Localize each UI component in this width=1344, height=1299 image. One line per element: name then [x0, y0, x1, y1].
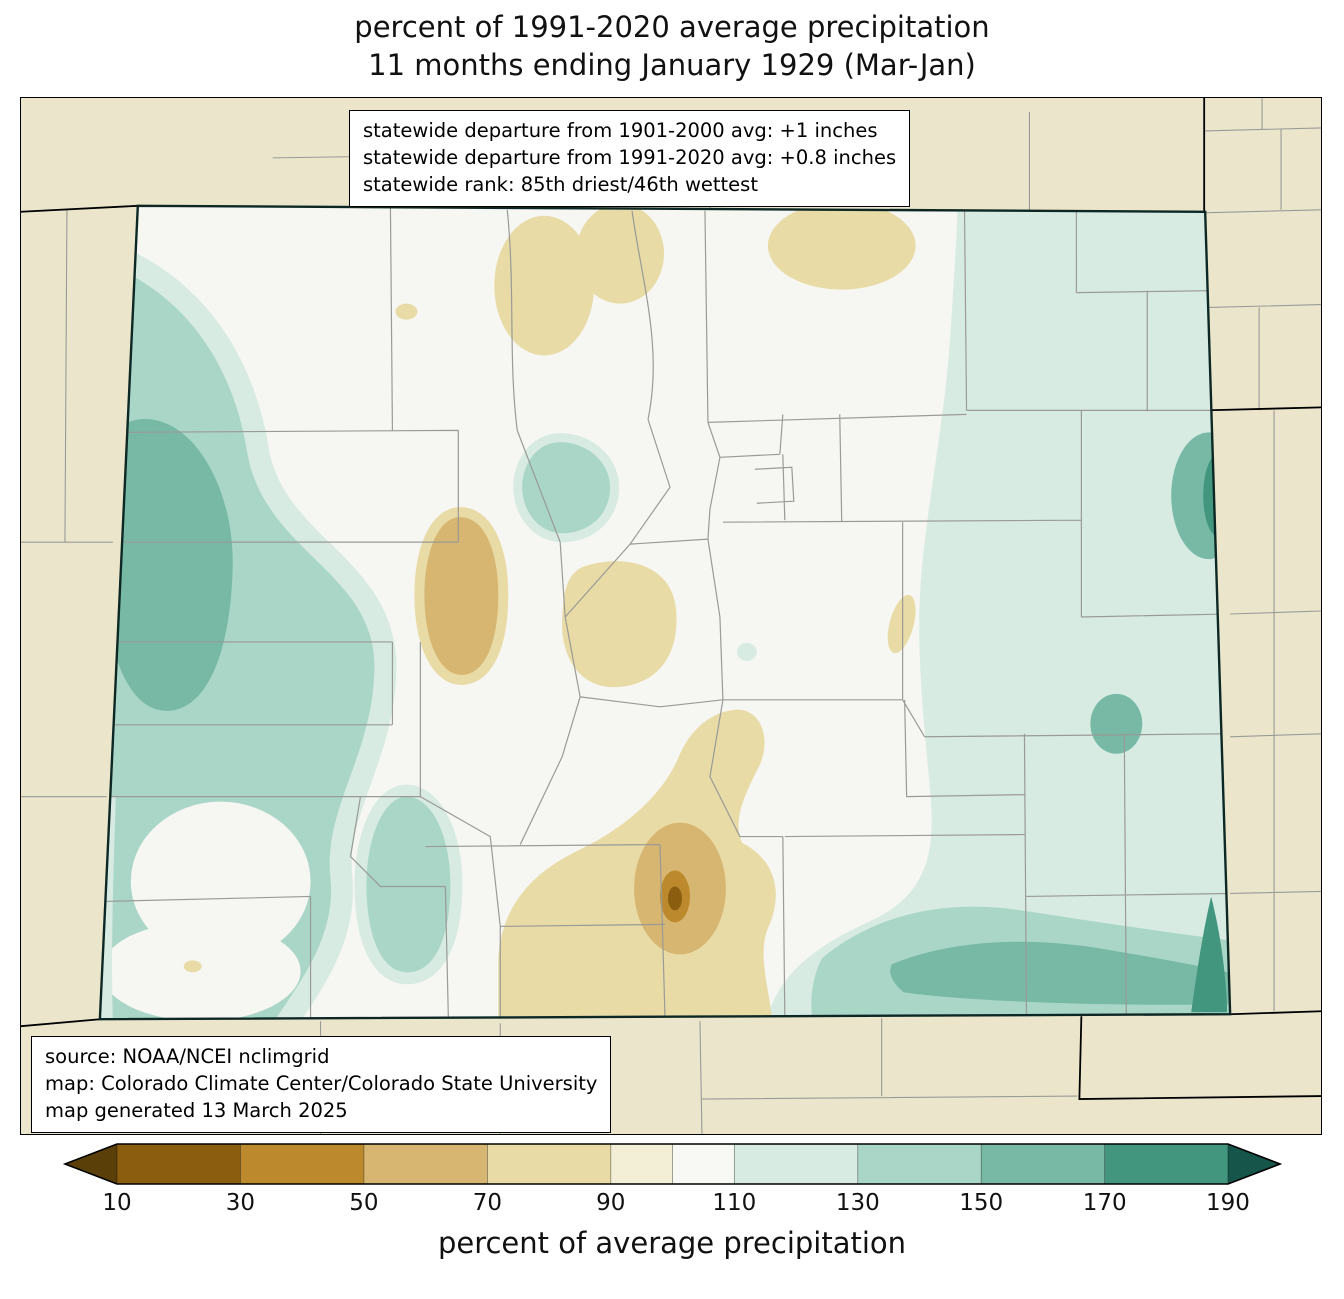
source-line-3: map generated 13 March 2025	[45, 1098, 348, 1122]
colorbar	[62, 1141, 1283, 1187]
east-teal-dot	[1090, 693, 1143, 754]
statewide-stats-box: statewide departure from 1901-2000 avg: …	[349, 110, 911, 207]
colorbar-axis-label: percent of average precipitation	[437, 1226, 907, 1260]
north-central-tan-blob	[494, 215, 595, 356]
southeast-corner-dark-strip	[1191, 896, 1228, 1013]
south-teal-band-core	[890, 941, 1229, 1005]
tick-label-190: 190	[1206, 1190, 1250, 1216]
colorbar-segment-90-100	[610, 1144, 673, 1184]
tick-label-10: 10	[102, 1190, 132, 1216]
colorado-state-border	[98, 204, 1232, 1021]
stats-line-3: statewide rank: 85th driest/46th wettest	[363, 172, 758, 196]
colorbar-ticks: 10 30 50 70 90 110 130 150 170 190	[62, 1190, 1282, 1220]
colorbar-segment-50-70	[363, 1144, 488, 1184]
colorbar-segment-170-190	[1104, 1144, 1229, 1184]
colorbar-segment-70-90	[487, 1144, 611, 1184]
central-west-tan-blob	[414, 507, 509, 685]
small-teal-dot	[736, 642, 757, 661]
tick-label-50: 50	[349, 1190, 379, 1216]
colorado-fill-regions	[99, 205, 1231, 1020]
small-tan-spot	[395, 303, 418, 320]
tick-label-150: 150	[959, 1190, 1004, 1216]
map-title: percent of 1991-2020 average precipitati…	[0, 8, 1344, 85]
east-teal-region	[767, 211, 1231, 1017]
stats-line-2: statewide departure from 1991-2020 avg: …	[363, 145, 897, 169]
southwest-tan-speck	[183, 960, 202, 973]
source-line-2: map: Colorado Climate Center/Colorado St…	[45, 1071, 598, 1095]
colorbar-segment-10-30	[117, 1144, 241, 1184]
source-attribution-box: source: NOAA/NCEI nclimgrid map: Colorad…	[31, 1036, 612, 1133]
southwest-white-area-2	[100, 921, 301, 1020]
colorbar-segment-30-50	[240, 1144, 364, 1184]
east-tan-sliver	[887, 594, 916, 654]
map-frame: statewide departure from 1901-2000 avg: …	[20, 97, 1322, 1135]
tick-label-170: 170	[1082, 1190, 1127, 1216]
tick-label-30: 30	[225, 1190, 255, 1216]
tick-label-110: 110	[712, 1190, 757, 1216]
northeast-top-tan-blob	[767, 205, 916, 290]
central-teal-blob	[513, 433, 620, 543]
tick-label-70: 70	[472, 1190, 503, 1216]
colorbar-svg	[62, 1143, 1283, 1185]
colorbar-outline	[62, 1143, 1283, 1185]
colorbar-segment-dividers	[116, 1144, 1229, 1184]
colorado-map-svg	[21, 98, 1321, 1134]
stats-line-1: statewide departure from 1901-2000 avg: …	[363, 119, 878, 142]
tick-label-130: 130	[835, 1190, 880, 1216]
colorbar-arrow-under	[65, 1144, 117, 1184]
southwest-white-area	[130, 801, 311, 962]
county-borders	[102, 207, 1229, 1018]
colorbar-segment-150-170	[981, 1144, 1105, 1184]
central-tan-blob	[562, 561, 677, 688]
colorbar-segment-100-110	[672, 1144, 735, 1184]
west-dark-teal-blob	[102, 419, 233, 711]
title-line-2: 11 months ending January 1929 (Mar-Jan)	[368, 48, 976, 83]
source-line-1: source: NOAA/NCEI nclimgrid	[45, 1045, 330, 1068]
north-central-tan-blob-2	[576, 205, 665, 304]
title-line-1: percent of 1991-2020 average precipitati…	[354, 10, 990, 44]
south-of-band-teal-patch	[354, 784, 463, 985]
tick-label-90: 90	[596, 1190, 626, 1216]
south-central-brown-core	[668, 886, 682, 911]
colorbar-segment-110-130	[734, 1144, 858, 1184]
colorbar-arrow-over	[1228, 1144, 1280, 1184]
colorbar-segment-130-150	[857, 1144, 982, 1184]
